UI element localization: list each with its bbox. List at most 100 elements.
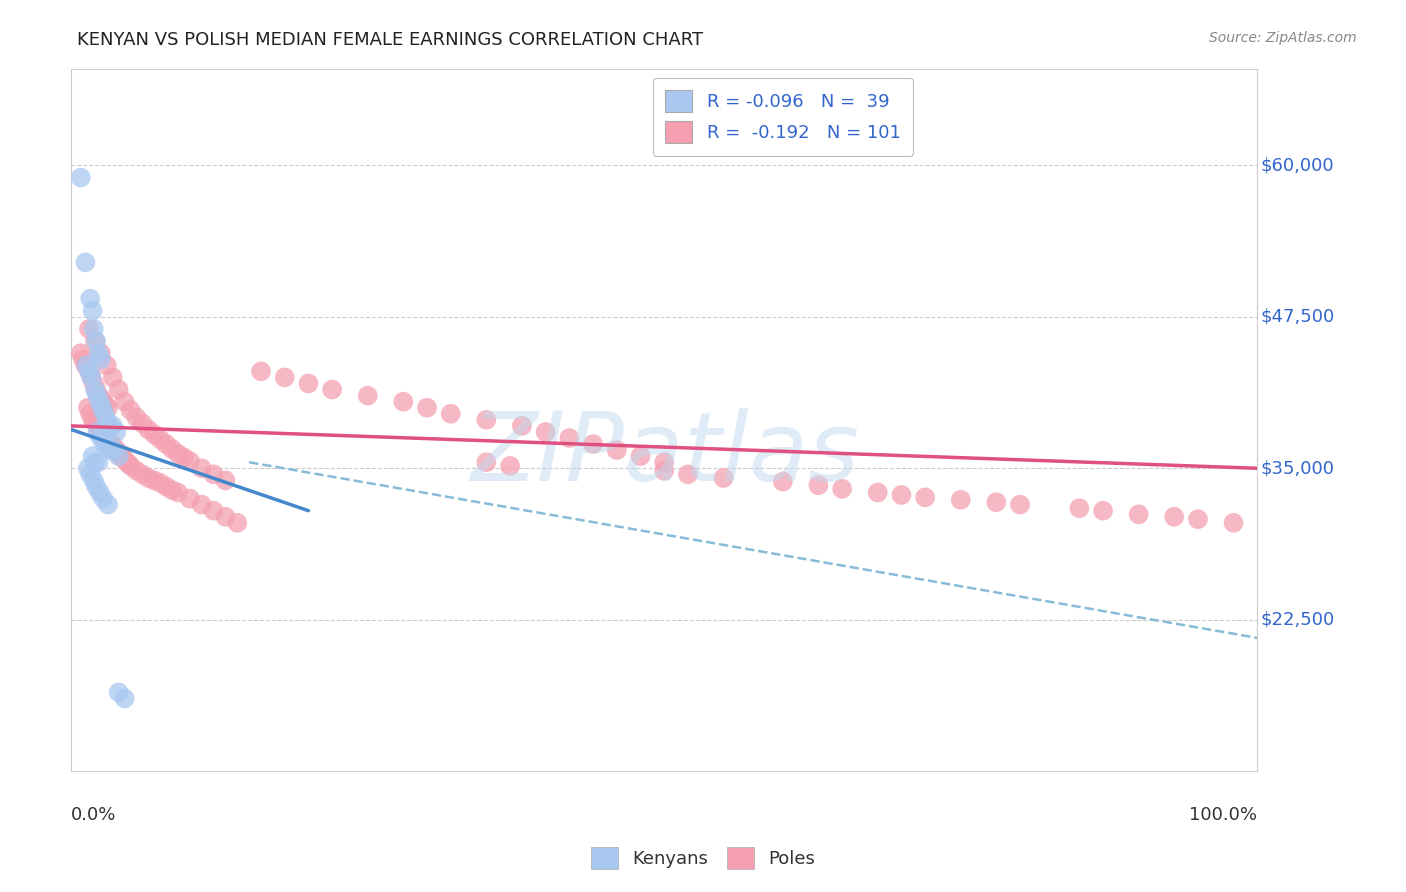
Point [76,401,98,415]
Point [558,431,581,445]
Point [86,425,108,439]
Point [167,447,190,461]
Point [136,471,159,485]
Point [475,455,498,469]
Point [90,431,112,445]
Point [143,427,166,442]
Point [652,464,675,478]
Point [143,474,166,488]
Point [91,491,114,506]
Point [86,418,108,433]
Point [107,685,129,699]
Point [87,346,110,360]
Point [190,498,212,512]
Point [297,376,319,391]
Point [986,495,1008,509]
Point [96,437,118,451]
Point [90,346,112,360]
Text: $22,500: $22,500 [1261,611,1336,629]
Point [91,394,114,409]
Point [226,516,249,530]
Point [499,458,522,473]
Point [120,458,142,473]
Point [110,449,132,463]
Point [155,479,177,493]
Point [1008,498,1031,512]
Point [772,475,794,489]
Point [79,407,101,421]
Point [606,443,628,458]
Point [79,467,101,482]
Point [86,388,108,402]
Point [84,334,107,348]
Point [136,423,159,437]
Point [890,488,912,502]
Point [131,417,153,431]
Point [202,504,225,518]
Point [167,485,190,500]
Point [125,464,148,478]
Point [179,491,201,506]
Point [117,457,139,471]
Point [83,376,105,391]
Point [93,427,115,442]
Point [630,449,652,463]
Point [582,437,605,451]
Point [107,383,129,397]
Point [87,455,110,469]
Point [80,370,103,384]
Point [84,383,107,397]
Point [112,451,135,466]
Point [90,352,112,367]
Text: $35,000: $35,000 [1261,459,1334,477]
Point [214,509,236,524]
Point [84,415,107,429]
Point [72,352,94,367]
Point [652,455,675,469]
Point [97,498,120,512]
Legend: Kenyans, Poles: Kenyans, Poles [582,838,824,879]
Point [91,401,114,415]
Point [82,413,104,427]
Point [676,467,699,482]
Point [82,449,104,463]
Point [77,364,100,378]
Point [1222,516,1244,530]
Point [69,346,91,360]
Point [84,479,107,493]
Point [866,485,889,500]
Point [103,443,125,458]
Point [125,410,148,425]
Point [713,471,735,485]
Point [1092,504,1115,518]
Point [120,403,142,417]
Point [440,407,463,421]
Point [534,425,557,439]
Point [190,461,212,475]
Point [98,418,121,433]
Point [1187,512,1209,526]
Point [76,359,98,373]
Point [155,437,177,451]
Point [949,492,972,507]
Point [76,461,98,475]
Point [84,455,107,469]
Point [94,398,117,412]
Point [83,474,105,488]
Point [416,401,439,415]
Point [100,443,122,458]
Point [807,478,830,492]
Point [250,364,273,378]
Text: KENYAN VS POLISH MEDIAN FEMALE EARNINGS CORRELATION CHART: KENYAN VS POLISH MEDIAN FEMALE EARNINGS … [77,31,703,49]
Point [105,443,128,458]
Point [831,482,853,496]
Point [84,383,107,397]
Point [89,485,111,500]
Point [93,407,115,421]
Point [114,454,136,468]
Point [84,334,107,348]
Point [357,388,380,402]
Point [90,391,112,405]
Point [173,450,195,465]
Point [97,401,120,415]
